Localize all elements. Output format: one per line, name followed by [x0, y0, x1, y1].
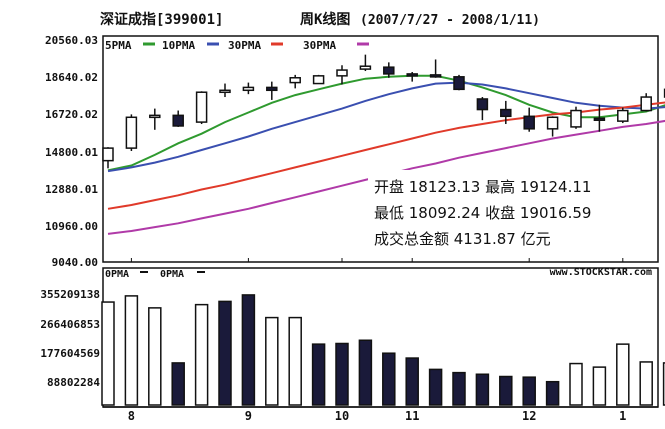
candle-body [150, 115, 160, 117]
volume-bar [266, 318, 278, 405]
volume-bar [500, 377, 512, 405]
price-y-axis: 20560.03 18640.02 16720.02 14800.01 1288… [45, 34, 98, 269]
price-tick-label: 9040.00 [52, 256, 98, 269]
volume-bar [242, 295, 254, 405]
volume-bar [547, 382, 559, 405]
price-tick-label: 16720.02 [45, 108, 98, 121]
volume-bar [172, 363, 184, 405]
x-tick-label: 12 [522, 409, 536, 423]
candle-body [641, 97, 651, 110]
volume-bar [219, 301, 231, 405]
volume-bar [313, 344, 325, 405]
volume-tick-label: 355209138 [40, 288, 100, 301]
volume-bar [617, 344, 629, 405]
legend-10pma: 10PMA [162, 39, 195, 52]
volume-tick-label: 88802284 [47, 376, 100, 389]
candle-body [384, 67, 394, 74]
volume-bar [476, 374, 488, 405]
volume-y-axis: 355209138 266406853 177604569 88802284 [40, 288, 100, 389]
volume-bar [359, 340, 371, 405]
volume-tick-label: 177604569 [40, 347, 100, 360]
candle-body [477, 99, 487, 110]
volume-bar [453, 373, 465, 405]
candle-body [431, 75, 441, 77]
info-low-close: 最低 18092.24 收盘 19016.59 [374, 204, 591, 222]
legend-5pma: 5PMA [105, 39, 132, 52]
price-tick-label: 12880.01 [45, 183, 98, 196]
candle-body [126, 117, 136, 148]
info-turnover: 成交总金额 4131.87 亿元 [374, 230, 551, 248]
volume-bar [125, 296, 137, 405]
candle-body [524, 116, 534, 129]
volume-bar [383, 353, 395, 405]
volume-bar [523, 377, 535, 405]
volume-bar [640, 362, 652, 405]
candle-body [243, 87, 253, 90]
candle-body [103, 148, 113, 161]
x-tick-label: 11 [405, 409, 419, 423]
price-tick-label: 20560.03 [45, 34, 98, 47]
x-tick-label: 8 [128, 409, 135, 423]
legend-30pma-red: 30PMA [228, 39, 261, 52]
candle-body [314, 76, 324, 84]
candle-body [173, 115, 183, 126]
date-range: (2007/7/27 - 2008/1/11) [360, 13, 540, 28]
chart-title: 深证成指[399001] [100, 11, 223, 28]
candle-body [454, 77, 464, 90]
candle-body [360, 66, 370, 69]
volume-bar [289, 318, 301, 405]
volume-bar [430, 369, 442, 405]
volume-legend-2: 0PMA [160, 269, 184, 280]
candle-body [571, 111, 581, 127]
volume-bar [149, 308, 161, 405]
candle-body [618, 111, 628, 122]
volume-bar [102, 302, 114, 405]
candle-body [220, 90, 230, 92]
candle-body [548, 117, 558, 129]
candle-body [267, 87, 277, 90]
price-tick-label: 14800.01 [45, 146, 98, 159]
volume-tick-label: 266406853 [40, 318, 100, 331]
candle-body [337, 70, 347, 76]
period-label: 周K线图 [300, 11, 350, 28]
x-tick-label: 10 [335, 409, 349, 423]
candle-body [407, 74, 417, 76]
price-tick-label: 10960.00 [45, 220, 98, 233]
volume-bar [406, 358, 418, 405]
price-tick-label: 18640.02 [45, 71, 98, 84]
volume-bar [196, 305, 208, 405]
candle-body [594, 118, 604, 120]
x-tick-label: 9 [245, 409, 252, 423]
legend-30pma-purple: 30PMA [303, 39, 336, 52]
volume-bar [336, 343, 348, 405]
volume-bar [570, 364, 582, 405]
watermark: www.STOCKSTAR.com [550, 267, 652, 278]
candle-body [290, 78, 300, 83]
info-open-high: 开盘 18123.13 最高 19124.11 [374, 178, 591, 196]
candle-body [501, 110, 511, 117]
ohlc-info-box: 开盘 18123.13 最高 19124.11 最低 18092.24 收盘 1… [368, 170, 652, 254]
volume-bar [593, 367, 605, 405]
candle-body [197, 92, 207, 122]
x-tick-label: 1 [619, 409, 626, 423]
volume-legend-1: 0PMA [105, 269, 129, 280]
